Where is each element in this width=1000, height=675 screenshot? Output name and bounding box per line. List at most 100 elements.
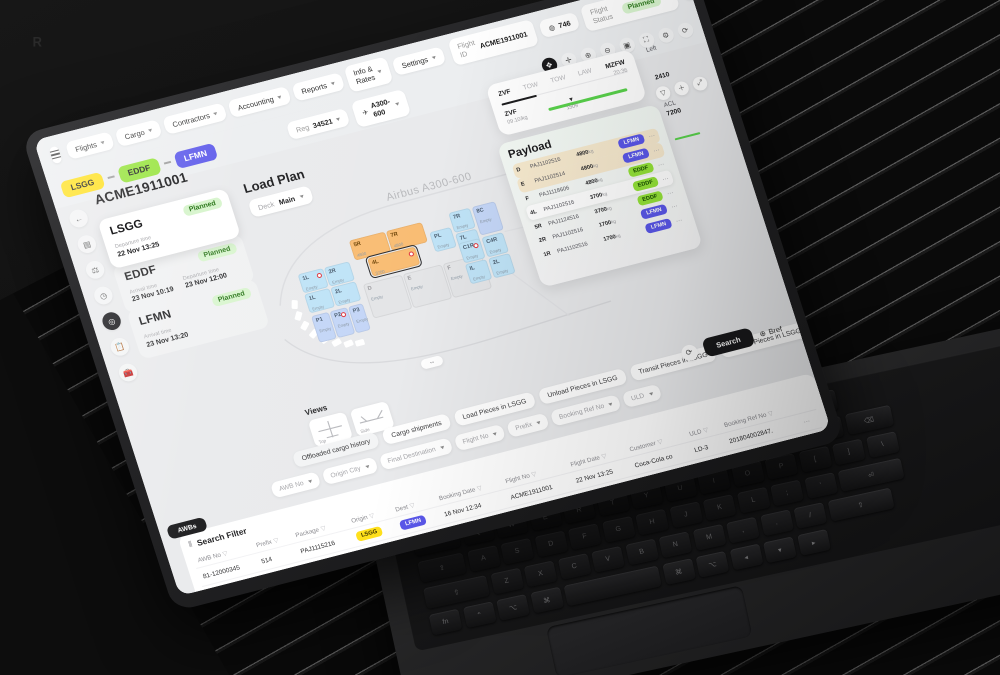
filter-icon[interactable]: ▽ — [767, 409, 774, 418]
metric-tab-TOW[interactable]: TOW — [522, 81, 540, 92]
cargo-icon[interactable]: ▤ — [75, 233, 99, 255]
payload-row-menu[interactable]: ⋯ — [670, 202, 680, 212]
payload-row-menu[interactable]: ⋯ — [648, 132, 657, 142]
key-⌘[interactable]: ⌘ — [661, 558, 696, 586]
menu-item-contractors[interactable]: Contractors — [161, 102, 228, 135]
key-F[interactable]: F — [567, 523, 602, 551]
key-⌃[interactable]: ⌃ — [462, 601, 497, 629]
payload-row-menu[interactable]: ⋯ — [652, 146, 662, 156]
key-\[interactable]: \ — [865, 431, 900, 459]
status-badge: Planned — [620, 0, 662, 15]
payload-position: 4L — [529, 208, 538, 217]
key-H[interactable]: H — [635, 508, 670, 536]
filter-icon[interactable]: ▽ — [319, 524, 327, 533]
key-▸[interactable]: ▸ — [796, 529, 831, 556]
filter-uld[interactable]: ULD — [622, 383, 663, 409]
key-G[interactable]: G — [601, 516, 636, 543]
payload-dest[interactable]: LFMN — [644, 218, 673, 234]
chevron-down-icon — [377, 69, 382, 74]
view-card-side[interactable]: Side — [349, 400, 395, 437]
bref-label-bottom: Bref — [767, 324, 784, 337]
position-sub: Empty — [410, 283, 424, 292]
key-◂[interactable]: ◂ — [729, 543, 764, 571]
key-L[interactable]: L — [736, 486, 771, 514]
key-fn[interactable]: fn — [428, 608, 463, 636]
key-▾[interactable]: ▾ — [762, 536, 797, 564]
key-'[interactable]: ' — [803, 472, 838, 500]
key-V[interactable]: V — [591, 545, 625, 573]
key-N[interactable]: N — [658, 531, 693, 559]
reg-field[interactable]: Reg 34521 — [285, 107, 351, 141]
laptop-lid: Flights Cargo Contractors Accounting Reports… — [21, 0, 845, 612]
filter-icon[interactable]: ▽ — [408, 501, 416, 510]
refresh-icon[interactable]: ⟳ — [679, 0, 698, 2]
key-.[interactable]: . — [759, 509, 794, 537]
document-icon[interactable]: 📋 — [108, 336, 132, 358]
key-⇪[interactable]: ⇪ — [417, 552, 467, 583]
filter-flight-no[interactable]: Flight No — [453, 423, 507, 452]
filter-origin-city[interactable]: Origin City — [321, 456, 379, 486]
right-edge-value: 2410 — [654, 71, 671, 82]
metric-tab-LAW[interactable]: LAW — [577, 67, 593, 78]
key-J[interactable]: J — [668, 501, 703, 529]
key-S[interactable]: S — [500, 537, 535, 565]
column-label: Prefix — [255, 538, 273, 549]
filter-icon[interactable]: ▽ — [476, 484, 483, 493]
flight-status-label: Flight Status — [588, 3, 615, 26]
filter-icon[interactable]: ▽ — [530, 470, 538, 479]
payload-row-menu[interactable]: ⋯ — [675, 217, 685, 226]
filter-icon[interactable]: ▽ — [702, 426, 710, 434]
payload-row-menu[interactable]: ⋯ — [666, 188, 676, 198]
key-][interactable]: ] — [831, 438, 866, 466]
key-C[interactable]: C — [557, 553, 592, 581]
filter-icon[interactable]: ▽ — [600, 452, 608, 461]
weight-icon[interactable]: ⚖ — [83, 259, 107, 281]
back-icon[interactable]: ← — [67, 207, 91, 230]
position-id: 2R — [328, 267, 337, 276]
hamburger-icon[interactable] — [48, 145, 63, 164]
key-⌫[interactable]: ⌫ — [844, 404, 894, 436]
menu-item-cargo[interactable]: Cargo — [114, 119, 163, 148]
briefcase-icon[interactable]: 🧰 — [116, 361, 140, 384]
metric-tab-TOW[interactable]: TOW — [549, 74, 567, 85]
reload-icon[interactable]: ⟳ — [678, 342, 700, 363]
payload-row-menu[interactable]: ⋯ — [657, 160, 666, 170]
payload-unit: kg — [610, 218, 617, 225]
key-K[interactable]: K — [702, 494, 737, 521]
loadplan-icon[interactable]: ◎ — [100, 310, 124, 332]
menu-item-flights[interactable]: Flights — [64, 131, 115, 160]
menu-item-settings[interactable]: Settings — [391, 46, 447, 77]
key-Z[interactable]: Z — [489, 567, 524, 595]
filter-icon[interactable]: ▽ — [272, 536, 280, 545]
route-dash — [163, 161, 171, 165]
key-X[interactable]: X — [523, 560, 558, 588]
view-card-top[interactable]: Top — [307, 411, 354, 448]
position-id: 8C — [475, 207, 485, 215]
metric-tab-ZVF[interactable]: ZVF — [497, 88, 512, 99]
filter-icon[interactable]: ▽ — [221, 549, 229, 558]
key-,[interactable]: , — [725, 516, 760, 544]
filter-lines-icon: ⦀ — [187, 539, 194, 550]
key-A[interactable]: A — [466, 545, 501, 573]
filter-icon[interactable]: ▽ — [368, 511, 376, 520]
menu-item-info-rates[interactable]: Info & Rates — [342, 55, 394, 93]
route-tag-LFMN[interactable]: LFMN — [172, 142, 219, 169]
menu-item-accounting[interactable]: Accounting — [227, 85, 292, 119]
bref-button-bottom[interactable]: ⊕ Bref — [758, 324, 783, 338]
key-D[interactable]: D — [534, 530, 568, 558]
key-⌥[interactable]: ⌥ — [496, 594, 530, 621]
key-⌥[interactable]: ⌥ — [695, 550, 730, 578]
payload-position: 2R — [538, 236, 548, 245]
key-;[interactable]: ; — [770, 479, 804, 507]
menu-item-reports[interactable]: Reports — [290, 72, 345, 102]
key-M[interactable]: M — [692, 524, 727, 551]
key-B[interactable]: B — [624, 538, 659, 566]
filter-prefix[interactable]: Prefix — [506, 412, 550, 438]
key-/[interactable]: / — [793, 502, 828, 529]
filter-icon[interactable]: ▽ — [656, 437, 664, 446]
payload-row-menu[interactable]: ⋯ — [661, 174, 671, 184]
filter-awb-no[interactable]: AWB No — [269, 471, 322, 499]
clock-icon[interactable]: ◷ — [91, 284, 115, 307]
pax-field[interactable]: ◍ 746 — [538, 11, 581, 39]
key-⌘[interactable]: ⌘ — [529, 586, 564, 614]
